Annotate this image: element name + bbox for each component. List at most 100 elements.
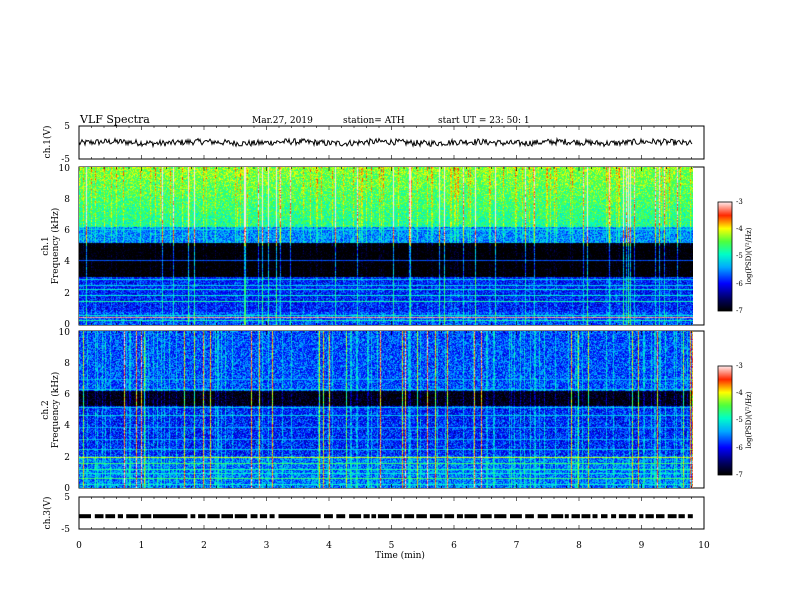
ch3-trace-segment [259, 514, 268, 519]
ch3-trace-segment [404, 514, 415, 519]
ch1-colorbar [718, 202, 732, 311]
ch2-frequency-label: Frequency (kHz) [50, 372, 61, 449]
ch1-waveform-trace [78, 136, 693, 149]
ch1-ytick-max: 5 [64, 122, 70, 132]
figure-title: VLF Spectra [79, 113, 150, 126]
xtick-8: 8 [576, 541, 582, 551]
ch3-trace-segment [656, 514, 665, 519]
ch1-frequency-tick-labels: 10 8 6 4 2 0 [59, 164, 71, 330]
ch3-trace-segment [687, 514, 693, 519]
ch3-trace-segment [639, 514, 644, 519]
ch2-colorbar [718, 366, 732, 475]
ch3-trace-segment [250, 514, 258, 519]
ch3-trace-segment [269, 514, 275, 519]
figure-header: VLF Spectra Mar.27, 2019 station= ATH st… [79, 113, 530, 126]
ch3-waveform-trace [79, 514, 693, 519]
ch1-ytick-2: 2 [64, 289, 70, 299]
ch1-frequency-label: Frequency (kHz) [50, 208, 61, 285]
ch1-colorbar-label: log(PSD)(V²/Hz) [745, 227, 753, 284]
xtick-7: 7 [514, 541, 520, 551]
ch2-ytick-10: 10 [59, 328, 71, 338]
ch3-waveform-frame [78, 496, 705, 530]
ch2-spectrogram-ylabel: ch.2 [41, 400, 51, 419]
ch1-spectrogram-ylabel: ch.1 [41, 236, 51, 255]
ch3-trace-segment [79, 514, 91, 519]
ch2-cbar-tick-m4: -4 [736, 389, 743, 397]
ch3-trace-segment [667, 514, 677, 519]
ch3-trace-segment [525, 514, 534, 519]
ch3-trace-segment [363, 514, 370, 519]
time-axis-label: Time (min) [375, 550, 425, 561]
ch3-trace-segment [94, 514, 104, 519]
ch1-ytick-10: 10 [59, 164, 71, 174]
ch3-trace-segment [645, 514, 654, 519]
ch3-trace-segment [510, 514, 522, 519]
ch3-trace-segment [140, 514, 152, 519]
xtick-5: 5 [389, 541, 395, 551]
ch3-ytick-max: 5 [64, 493, 70, 503]
time-axis: 0 1 2 3 4 5 6 7 8 9 10 Time (min) [76, 541, 710, 561]
ch3-trace-segment [416, 514, 427, 519]
ch2-cbar-tick-m3: -3 [736, 362, 743, 370]
ch3-trace-segment [537, 514, 548, 519]
xtick-2: 2 [201, 541, 207, 551]
ch1-ytick-8: 8 [64, 195, 70, 205]
ch1-waveform-ylabel: ch.1(V) [42, 126, 53, 159]
ch1-cbar-tick-m3: -3 [736, 198, 743, 206]
ch3-trace-segment [571, 514, 580, 519]
ch3-waveform-panel: 5 -5 ch.3(V) [42, 493, 705, 535]
ch2-colorbar-frame [717, 365, 733, 476]
xtick-3: 3 [264, 541, 270, 551]
ch1-ytick-0: 0 [64, 320, 70, 330]
ch3-waveform-tick-marks [78, 497, 705, 529]
ch3-trace-segment [126, 514, 139, 519]
ch3-trace-segment [628, 514, 636, 519]
ch1-waveform-panel: 5 -5 ch.1(V) [42, 122, 705, 165]
ch3-trace-segment [221, 514, 233, 519]
ch2-ytick-8: 8 [64, 359, 70, 369]
ch1-ytick-min: -5 [61, 155, 70, 165]
ch1-ytick-4: 4 [64, 257, 70, 267]
ch3-trace-segment [391, 514, 402, 519]
ch1-spectrogram-panel: 10 8 6 4 2 0 ch.1 Frequency (kHz) -3 -4 … [41, 164, 753, 330]
xtick-6: 6 [451, 541, 457, 551]
ch3-trace-segment [601, 514, 608, 519]
ch2-ytick-0: 0 [64, 484, 70, 494]
ch3-trace-segment [190, 514, 196, 519]
ch3-trace-segment [377, 514, 389, 519]
ch2-colorbar-label: log(PSD)(V²/Hz) [745, 391, 753, 448]
ch2-ytick-4: 4 [64, 421, 70, 431]
xtick-4: 4 [326, 541, 332, 551]
date-label: Mar.27, 2019 [252, 116, 313, 126]
ch3-trace-segment [371, 514, 377, 519]
ch1-colorbar-frame [717, 201, 733, 312]
ch1-cbar-tick-m4: -4 [736, 225, 743, 233]
ch1-spectrogram-image [79, 167, 693, 325]
ch2-frequency-tick-labels: 10 8 6 4 2 0 [59, 328, 71, 494]
ch3-trace-segment [234, 514, 248, 519]
ch3-trace-segment [618, 514, 627, 519]
ch3-trace-segment [494, 514, 507, 519]
ch2-ytick-2: 2 [64, 453, 70, 463]
ch3-trace-segment [198, 514, 206, 519]
ch3-trace-segment [444, 514, 455, 519]
ch3-trace-segment [336, 514, 346, 519]
ch3-trace-segment [581, 514, 591, 519]
ch2-spectrogram-tick-marks [78, 331, 705, 488]
ch1-waveform-frame [78, 125, 705, 160]
ch2-cbar-tick-m5: -5 [736, 416, 743, 424]
ch3-waveform-ylabel: ch.3(V) [42, 497, 53, 530]
xtick-1: 1 [139, 541, 145, 551]
ch1-spectrogram-tick-marks [78, 167, 705, 325]
ch3-trace-segment [464, 514, 478, 519]
ch2-cbar-tick-m7: -7 [736, 471, 743, 479]
xtick-0: 0 [76, 541, 82, 551]
ch3-trace-segment [278, 514, 321, 519]
ch3-trace-segment [678, 514, 685, 519]
ch1-ytick-6: 6 [64, 226, 70, 236]
ch2-cbar-tick-m6: -6 [736, 444, 743, 452]
ch2-spectrogram-image [79, 331, 693, 488]
ch3-trace-segment [153, 514, 188, 519]
ch2-spectrogram-panel: 10 8 6 4 2 0 ch.2 Frequency (kHz) -3 -4 … [41, 328, 753, 494]
